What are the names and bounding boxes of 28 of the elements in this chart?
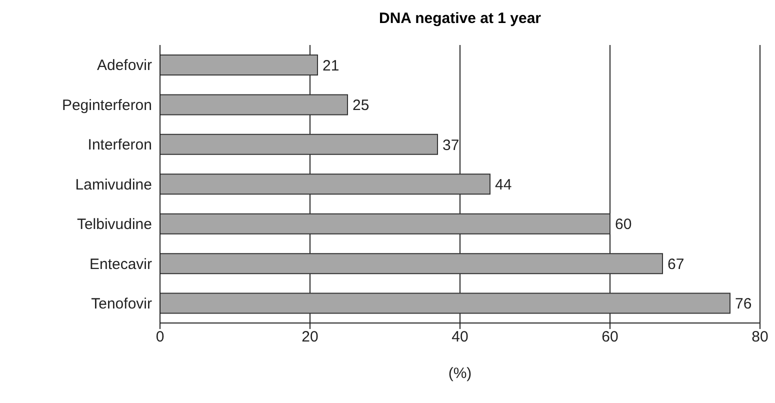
- y-tick-label: Adefovir: [96, 57, 152, 74]
- y-tick-label: Peginterferon: [62, 96, 152, 114]
- x-tick-label: 0: [156, 328, 164, 346]
- data-label: 37: [442, 136, 460, 154]
- chart-title: DNA negative at 1 year: [378, 10, 542, 27]
- x-tick-label: 40: [452, 328, 468, 346]
- x-tick-label: 20: [302, 328, 318, 346]
- x-tick-label: 60: [602, 328, 618, 346]
- bar: [160, 54, 318, 76]
- bar: [160, 134, 438, 155]
- data-label: 21: [322, 57, 340, 74]
- bar: [160, 292, 730, 314]
- data-label: 67: [668, 256, 684, 273]
- data-label: 76: [735, 296, 752, 313]
- bar: [160, 174, 490, 195]
- bar: [160, 253, 663, 274]
- data-label: 44: [495, 176, 512, 194]
- y-tick-label: Tenofovir: [91, 295, 152, 312]
- bar: [160, 213, 610, 234]
- x-axis-title: (%): [448, 365, 472, 382]
- x-tick-label: 80: [752, 328, 768, 346]
- y-tick-label: Interferon: [88, 136, 152, 154]
- bar: [160, 94, 348, 116]
- data-label: 25: [352, 97, 370, 114]
- y-tick-label: Lamivudine: [75, 176, 152, 194]
- y-tick-label: Entecavir: [89, 256, 152, 273]
- y-tick-label: Telbivudine: [76, 216, 152, 234]
- data-label: 60: [615, 216, 632, 234]
